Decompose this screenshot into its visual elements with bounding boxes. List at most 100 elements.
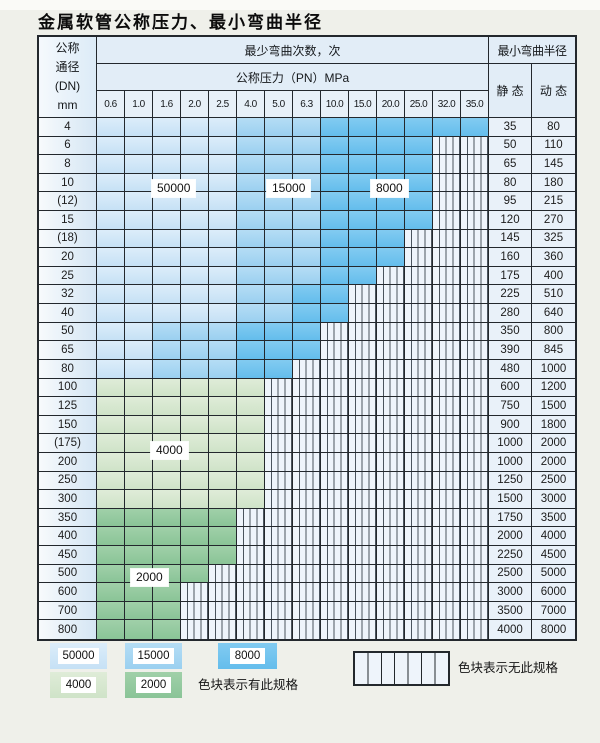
dynamic-radius-cell: 3500 bbox=[532, 508, 575, 528]
pressure-cell bbox=[321, 434, 349, 453]
dn-cell: 250 bbox=[39, 471, 97, 491]
pressure-table-grid: 公称 通径 (DN) mm 最少弯曲次数，次 最小弯曲半径 公称压力（PN）MP… bbox=[39, 37, 575, 639]
pressure-cell bbox=[97, 471, 125, 491]
pressure-cell bbox=[461, 583, 489, 602]
pressure-tick: 1.6 bbox=[153, 91, 181, 118]
static-radius-cell: 120 bbox=[489, 211, 532, 230]
pressure-cell bbox=[461, 601, 489, 621]
dynamic-radius-cell: 325 bbox=[532, 229, 575, 249]
dynamic-radius-cell: 640 bbox=[532, 304, 575, 323]
static-radius-cell: 1000 bbox=[489, 434, 532, 453]
pressure-cell bbox=[293, 359, 321, 379]
dn-header-line1: 公称 bbox=[55, 41, 80, 55]
static-radius-cell: 750 bbox=[489, 397, 532, 416]
pressure-cell bbox=[321, 192, 349, 212]
pressure-cell bbox=[181, 229, 209, 249]
pressure-cell bbox=[293, 452, 321, 472]
pressure-cell bbox=[377, 601, 405, 621]
pressure-cell bbox=[461, 155, 489, 174]
pressure-cell bbox=[237, 620, 265, 639]
pressure-cell bbox=[209, 564, 237, 584]
pressure-cell bbox=[349, 118, 377, 137]
pressure-cell bbox=[97, 341, 125, 360]
dynamic-radius-cell: 270 bbox=[532, 211, 575, 230]
pressure-cell bbox=[377, 397, 405, 416]
pressure-cell bbox=[349, 248, 377, 267]
pressure-cell bbox=[125, 322, 153, 342]
pressure-cell bbox=[405, 620, 433, 639]
pressure-cell bbox=[293, 378, 321, 398]
pressure-cell bbox=[237, 285, 265, 305]
pressure-cell bbox=[97, 322, 125, 342]
pressure-cell bbox=[265, 229, 293, 249]
static-radius-cell: 1500 bbox=[489, 490, 532, 509]
static-radius-cell: 65 bbox=[489, 155, 532, 174]
pressure-cell bbox=[321, 229, 349, 249]
static-radius-cell: 1750 bbox=[489, 508, 532, 528]
pressure-cell bbox=[433, 434, 461, 453]
pressure-cell bbox=[433, 173, 461, 193]
static-header: 静 态 bbox=[489, 64, 532, 118]
static-radius-cell: 225 bbox=[489, 285, 532, 305]
pressure-cell bbox=[153, 266, 181, 286]
legend-swatch-4000-label: 4000 bbox=[60, 677, 97, 693]
overlay-label-2000: 2000 bbox=[131, 569, 168, 586]
pressure-cell bbox=[433, 304, 461, 323]
legend-swatch-2000: 2000 bbox=[125, 672, 182, 698]
pressure-cell bbox=[153, 341, 181, 360]
pressure-cell bbox=[125, 192, 153, 212]
pressure-cell bbox=[209, 304, 237, 323]
pressure-cell bbox=[293, 155, 321, 174]
pressure-cell bbox=[237, 155, 265, 174]
pressure-cell bbox=[461, 136, 489, 156]
pressure-cell bbox=[377, 322, 405, 342]
pressure-cell bbox=[237, 397, 265, 416]
pressure-cell bbox=[433, 155, 461, 174]
dynamic-radius-cell: 80 bbox=[532, 118, 575, 137]
dynamic-radius-cell: 1200 bbox=[532, 378, 575, 398]
pressure-cell bbox=[153, 527, 181, 546]
pressure-cell bbox=[461, 397, 489, 416]
pressure-cell bbox=[125, 341, 153, 360]
pressure-cell bbox=[181, 583, 209, 602]
dn-cell: 32 bbox=[39, 285, 97, 305]
pressure-cell bbox=[97, 211, 125, 230]
pressure-cell bbox=[321, 564, 349, 584]
pressure-cell bbox=[433, 211, 461, 230]
pressure-cell bbox=[181, 434, 209, 453]
pressure-cell bbox=[265, 471, 293, 491]
dn-cell: 8 bbox=[39, 155, 97, 174]
pressure-cell bbox=[209, 248, 237, 267]
pressure-cell bbox=[433, 452, 461, 472]
pressure-cell bbox=[321, 266, 349, 286]
dynamic-radius-cell: 215 bbox=[532, 192, 575, 212]
static-radius-cell: 480 bbox=[489, 359, 532, 379]
pressure-cell bbox=[181, 490, 209, 509]
pressure-cell bbox=[293, 545, 321, 565]
pressure-cell bbox=[321, 545, 349, 565]
pressure-cell bbox=[433, 397, 461, 416]
dynamic-radius-cell: 1800 bbox=[532, 415, 575, 435]
pressure-cell bbox=[349, 341, 377, 360]
pressure-cell bbox=[321, 397, 349, 416]
pressure-cell bbox=[377, 527, 405, 546]
pressure-cell bbox=[461, 564, 489, 584]
pressure-cell bbox=[265, 285, 293, 305]
pressure-cell bbox=[377, 304, 405, 323]
pressure-cell bbox=[181, 620, 209, 639]
legend-swatch-4000: 4000 bbox=[50, 672, 107, 698]
pressure-header: 公称压力（PN）MPa bbox=[97, 64, 489, 91]
pressure-tick: 4.0 bbox=[237, 91, 265, 118]
pressure-cell bbox=[433, 341, 461, 360]
dn-header-line4: mm bbox=[57, 98, 78, 112]
static-radius-cell: 50 bbox=[489, 136, 532, 156]
pressure-cell bbox=[265, 527, 293, 546]
pressure-cell bbox=[97, 359, 125, 379]
dn-cell: 25 bbox=[39, 266, 97, 286]
pressure-cell bbox=[237, 583, 265, 602]
static-radius-cell: 1250 bbox=[489, 471, 532, 491]
legend-no-spec-text: 色块表示无此规格 bbox=[458, 661, 559, 675]
static-radius-cell: 160 bbox=[489, 248, 532, 267]
pressure-cell bbox=[461, 248, 489, 267]
pressure-cell bbox=[237, 434, 265, 453]
